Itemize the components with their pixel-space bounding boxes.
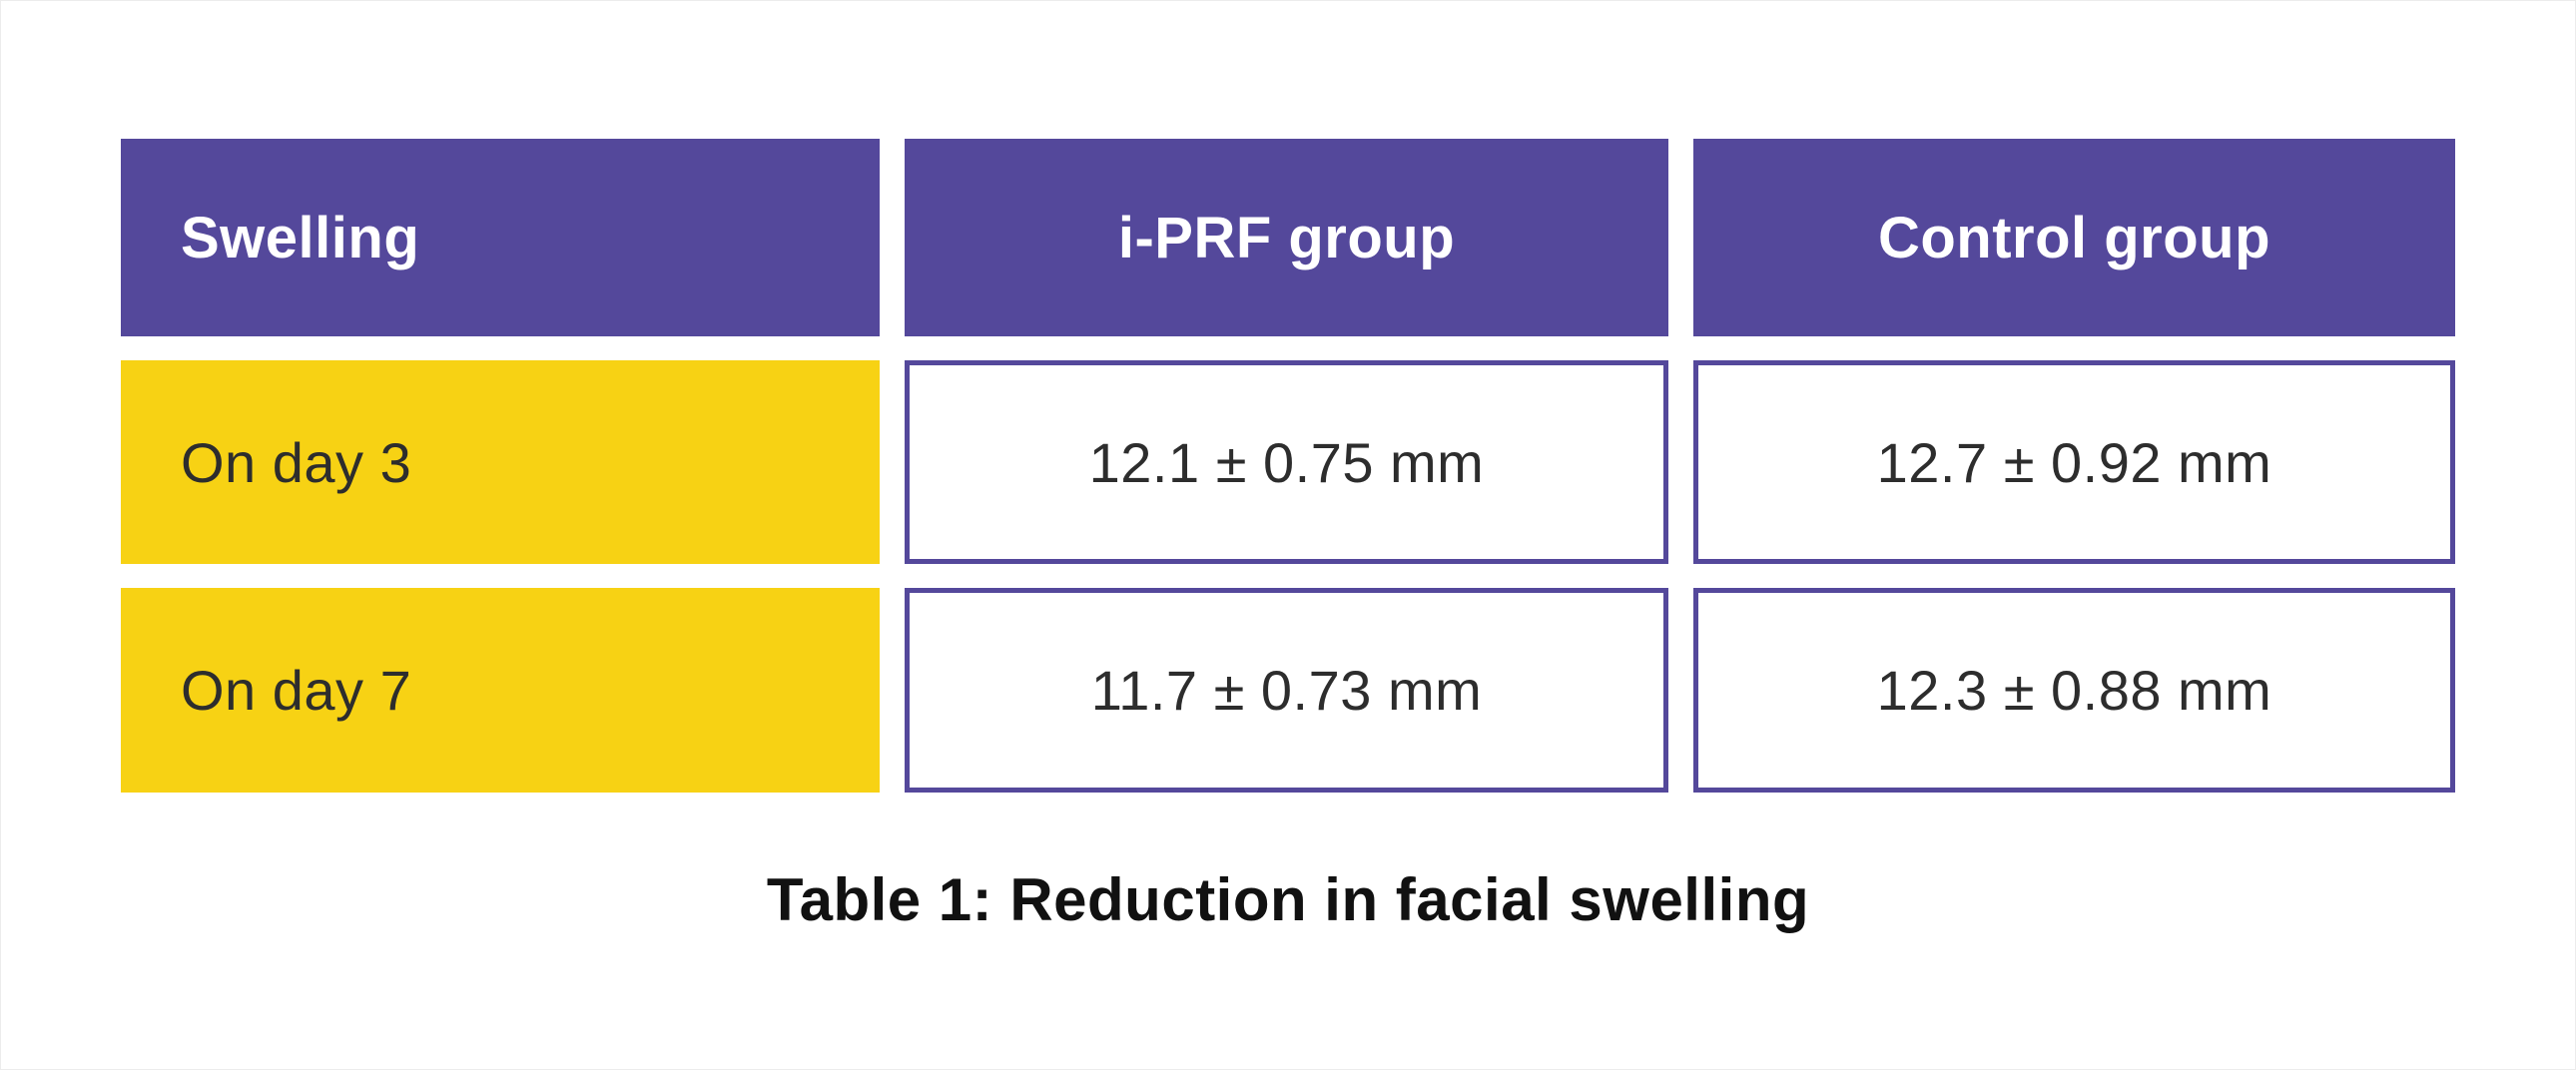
header-cell-swelling: Swelling bbox=[121, 139, 880, 336]
header-cell-iprf-group: i-PRF group bbox=[905, 139, 1668, 336]
table-caption: Table 1: Reduction in facial swelling bbox=[766, 866, 1810, 933]
value-control-day-7: 12.3 ± 0.88 mm bbox=[1693, 588, 2455, 793]
header-cell-control-group: Control group bbox=[1693, 139, 2455, 336]
value-iprf-day-7: 11.7 ± 0.73 mm bbox=[905, 588, 1668, 793]
row-label-on-day-3: On day 3 bbox=[121, 360, 880, 564]
swelling-table: Swelling i-PRF group Control group On da… bbox=[121, 139, 2455, 793]
row-label-on-day-7: On day 7 bbox=[121, 588, 880, 793]
value-iprf-day-3: 12.1 ± 0.75 mm bbox=[905, 360, 1668, 564]
value-control-day-3: 12.7 ± 0.92 mm bbox=[1693, 360, 2455, 564]
